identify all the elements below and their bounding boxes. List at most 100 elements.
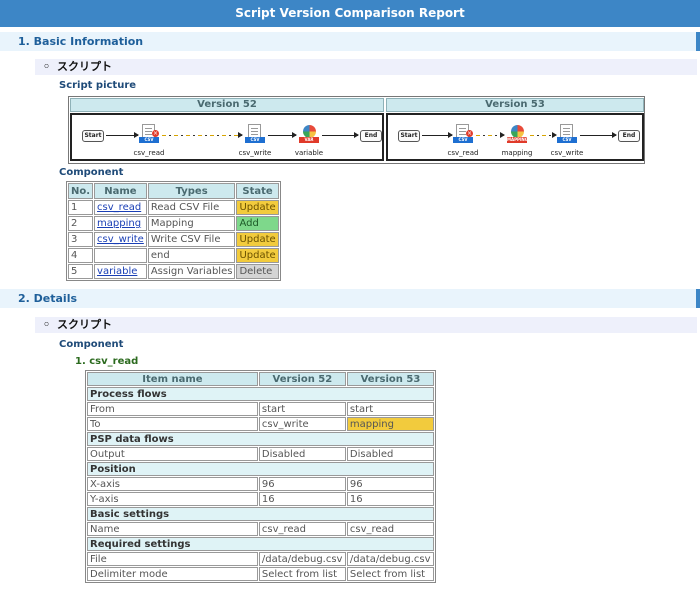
end-node[interactable]: End — [618, 130, 640, 142]
row-name: csv_read — [94, 200, 147, 215]
row-type: Write CSV File — [147, 232, 236, 247]
item-name: To — [87, 417, 258, 431]
value-v52: /data/debug.csv — [258, 552, 346, 566]
component-link-variable[interactable]: variable — [97, 266, 138, 277]
flow-arrow — [322, 132, 359, 138]
value-v52: Select from list — [258, 567, 346, 581]
row-no: 1 — [68, 200, 94, 215]
value-v53: Select from list — [346, 567, 434, 581]
script-picture-v52: Version 52 Start × CSV csv_read CSV csv_… — [70, 98, 384, 162]
component-link-csv-read[interactable]: csv_read — [97, 202, 142, 213]
column-header-state: State — [236, 183, 279, 199]
component-link-csv-write[interactable]: csv_write — [97, 234, 144, 245]
group-position: Position — [87, 462, 434, 476]
node-label-mapping: mapping — [501, 149, 533, 157]
start-node[interactable]: Start — [82, 130, 104, 142]
group-required-settings: Required settings — [87, 537, 434, 551]
row-no: 5 — [68, 264, 94, 279]
table-row: Name csv_read csv_read — [87, 522, 434, 536]
group-psp-data-flows: PSP data flows — [87, 432, 434, 446]
subsection-details-script: ◦ スクリプト — [35, 317, 697, 333]
value-v53: Disabled — [346, 447, 434, 461]
value-v53: csv_read — [346, 522, 434, 536]
end-node[interactable]: End — [360, 130, 382, 142]
flow-arrow-changed — [162, 132, 243, 138]
mapping-node-icon[interactable]: MAPPING — [506, 124, 528, 146]
item-name: Y-axis — [87, 492, 258, 506]
node-label-variable: variable — [294, 149, 324, 157]
bullet-icon: ◦ — [43, 60, 51, 73]
item-name: From — [87, 402, 258, 416]
script-picture: Version 52 Start × CSV csv_read CSV csv_… — [68, 96, 645, 164]
subsection-basic-script: ◦ スクリプト — [35, 59, 697, 75]
row-type: end — [147, 248, 236, 263]
value-v53: 16 — [346, 492, 434, 506]
row-type: Assign Variables — [147, 264, 236, 279]
report-title: Script Version Comparison Report — [0, 0, 700, 27]
value-v52: csv_read — [258, 522, 346, 536]
table-row: 2 mapping Mapping Add — [68, 216, 279, 231]
value-v52: Disabled — [258, 447, 346, 461]
script-picture-v52-header: Version 52 — [70, 98, 384, 112]
script-picture-heading: Script picture — [59, 80, 137, 91]
detail-item-heading: 1. csv_read — [75, 356, 139, 367]
script-picture-v53: Version 53 Start × CSV csv_read MAPPING … — [386, 98, 644, 162]
start-node[interactable]: Start — [398, 130, 420, 142]
value-v53: 96 — [346, 477, 434, 491]
subsection-label: スクリプト — [57, 60, 112, 73]
row-no: 4 — [68, 248, 94, 263]
csv-write-node-icon[interactable]: CSV — [556, 124, 578, 146]
flow-canvas-v53: Start × CSV csv_read MAPPING mapping CSV… — [386, 113, 644, 161]
group-process-flows: Process flows — [87, 387, 434, 401]
item-name: Delimiter mode — [87, 567, 258, 581]
row-no: 2 — [68, 216, 94, 231]
node-label-csv-read: csv_read — [133, 149, 165, 157]
row-name — [94, 248, 147, 263]
state-badge: Update — [236, 200, 279, 215]
csv-read-node-icon[interactable]: × CSV — [452, 124, 474, 146]
row-type: Read CSV File — [147, 200, 236, 215]
flow-arrow-changed — [476, 132, 505, 138]
flow-arrow — [422, 132, 453, 138]
group-row: Required settings — [87, 537, 434, 551]
variable-node-icon[interactable]: VAR — [298, 124, 320, 146]
component-link-mapping[interactable]: mapping — [97, 218, 142, 229]
item-name: Name — [87, 522, 258, 536]
value-v52: start — [258, 402, 346, 416]
script-picture-v53-header: Version 53 — [386, 98, 644, 112]
flow-arrow — [580, 132, 617, 138]
table-row: Delimiter mode Select from list Select f… — [87, 567, 434, 581]
row-name: csv_write — [94, 232, 147, 247]
detail-table: Item name Version 52 Version 53 Process … — [85, 370, 436, 583]
column-header-version-52: Version 52 — [258, 372, 346, 386]
group-row: Basic settings — [87, 507, 434, 521]
flow-arrow — [268, 132, 297, 138]
flow-arrow-changed — [530, 132, 557, 138]
column-header-no: No. — [68, 183, 94, 199]
table-row: To csv_write mapping — [87, 417, 434, 431]
table-row: X-axis 96 96 — [87, 477, 434, 491]
csv-read-node-icon[interactable]: × CSV — [138, 124, 160, 146]
item-name: Output — [87, 447, 258, 461]
table-row: Output Disabled Disabled — [87, 447, 434, 461]
row-name: mapping — [94, 216, 147, 231]
value-v53-changed: mapping — [346, 417, 434, 431]
column-header-types: Types — [147, 183, 236, 199]
value-v52: 96 — [258, 477, 346, 491]
group-row: Process flows — [87, 387, 434, 401]
component-table: No. Name Types State 1 csv_read Read CSV… — [66, 181, 281, 281]
component-details-heading: Component — [59, 339, 124, 350]
csv-write-node-icon[interactable]: CSV — [244, 124, 266, 146]
flow-canvas-v52: Start × CSV csv_read CSV csv_write VAR v… — [70, 113, 384, 161]
column-header-item-name: Item name — [87, 372, 258, 386]
value-v53: start — [346, 402, 434, 416]
group-row: Position — [87, 462, 434, 476]
table-row: 4 end Update — [68, 248, 279, 263]
bullet-icon: ◦ — [43, 318, 51, 331]
node-label-csv-read: csv_read — [447, 149, 479, 157]
row-name: variable — [94, 264, 147, 279]
group-row: PSP data flows — [87, 432, 434, 446]
table-header-row: Item name Version 52 Version 53 — [87, 372, 434, 386]
column-header-name: Name — [94, 183, 147, 199]
node-label-csv-write: csv_write — [238, 149, 272, 157]
